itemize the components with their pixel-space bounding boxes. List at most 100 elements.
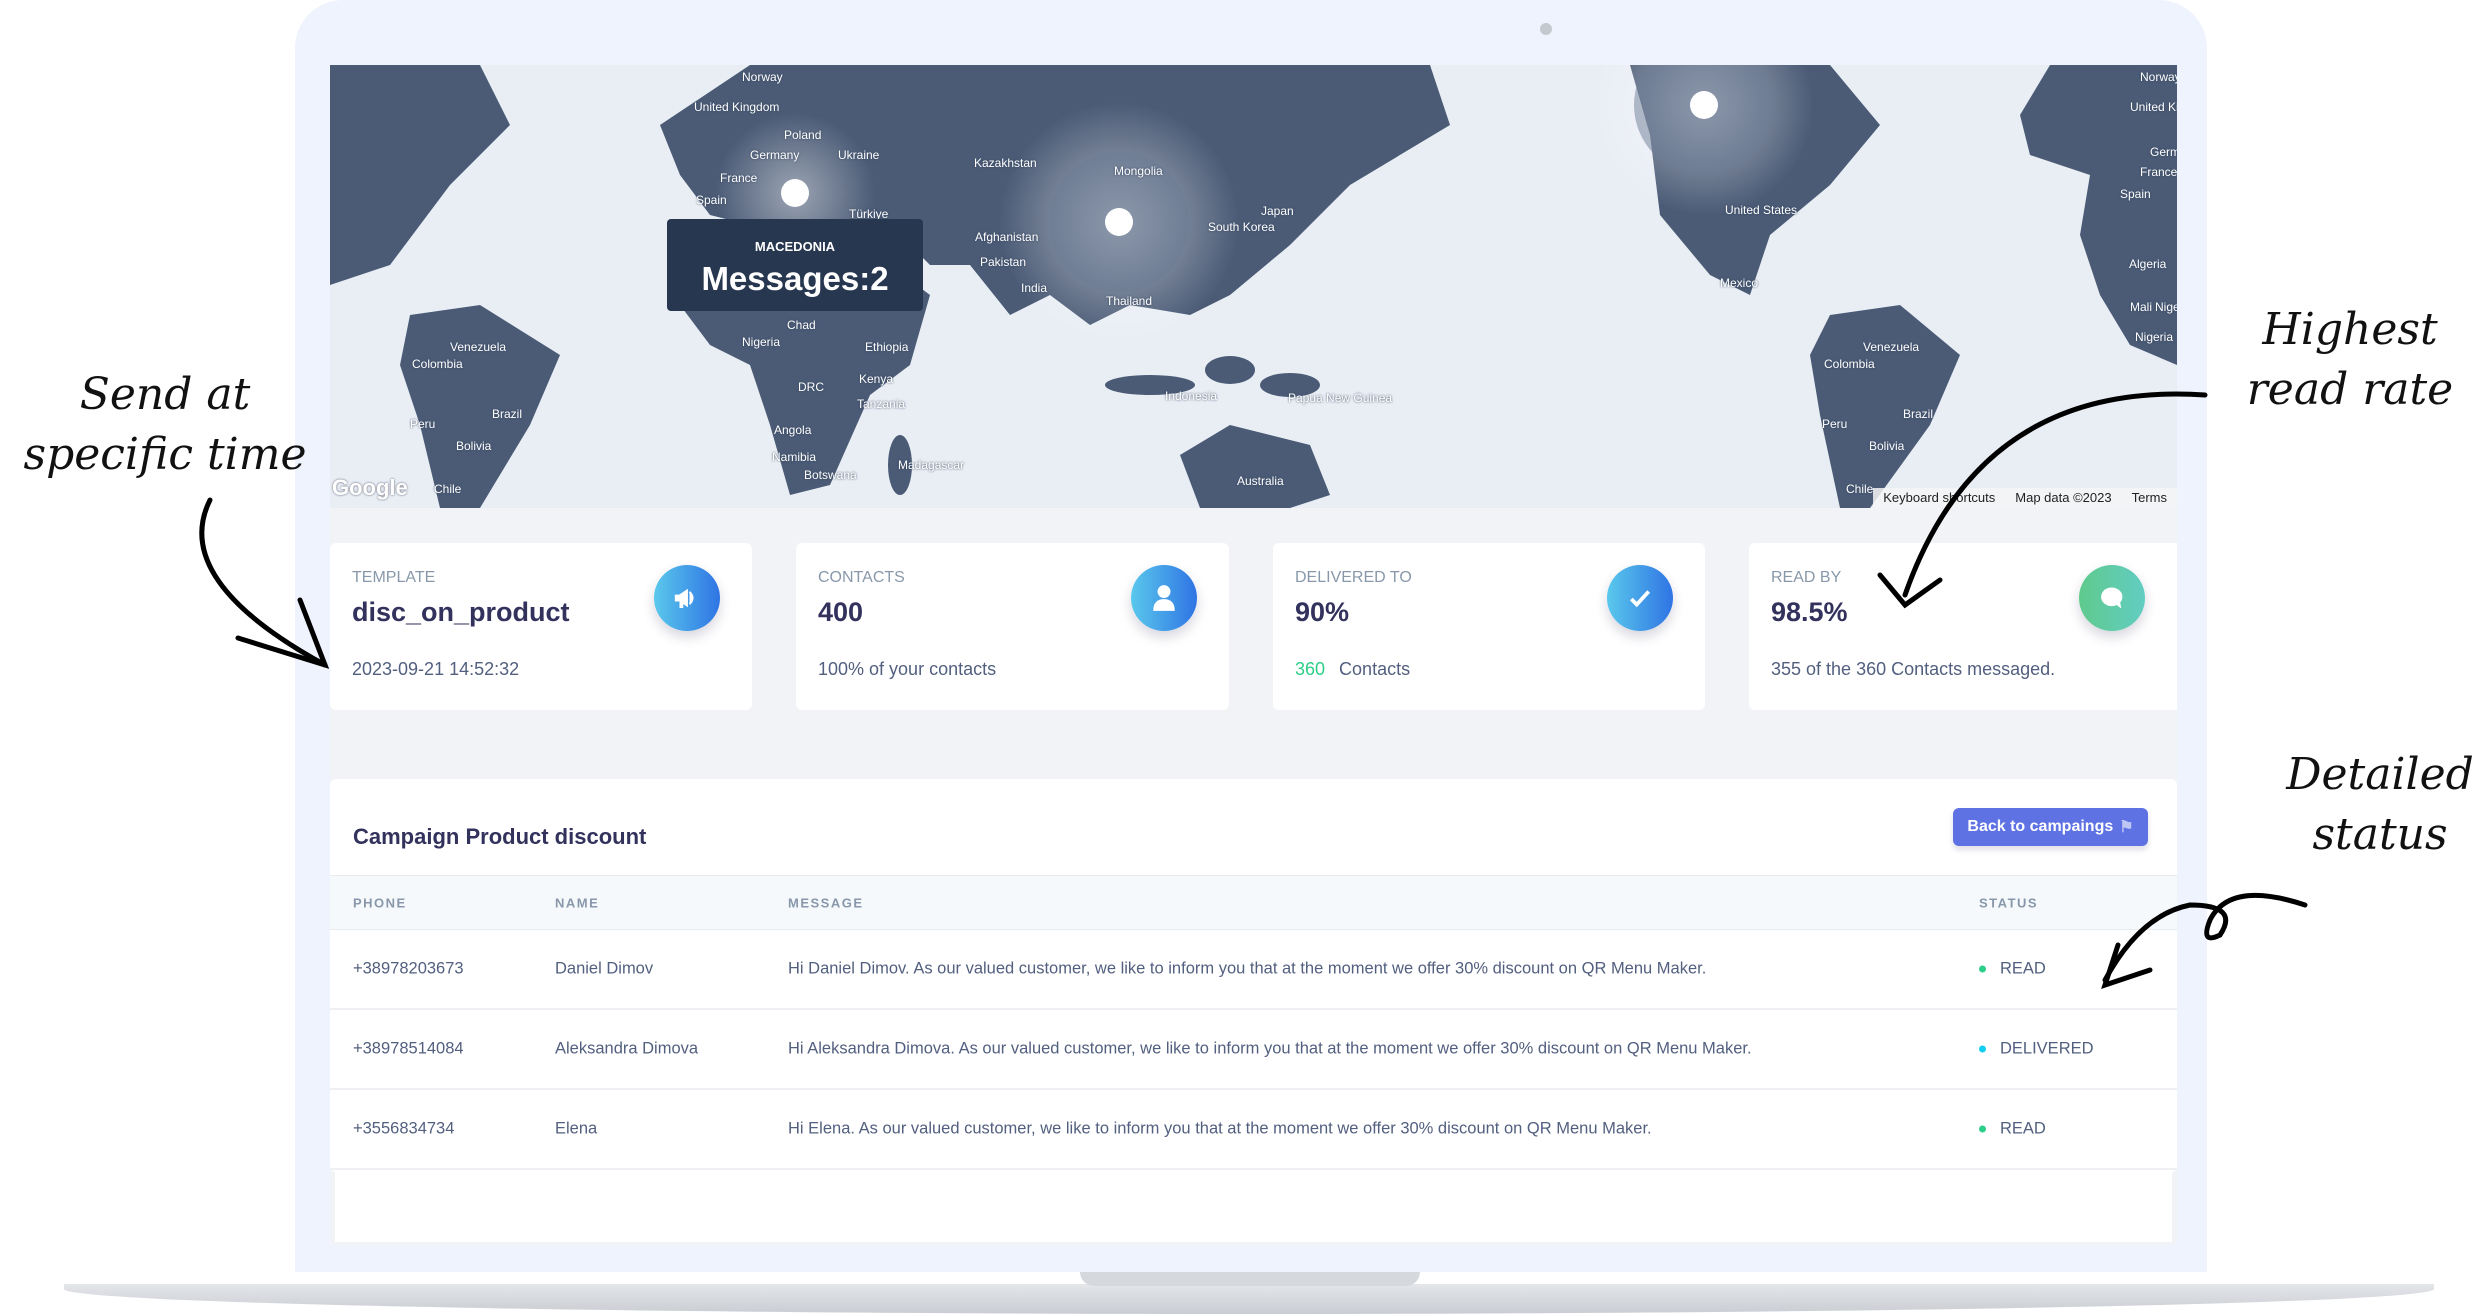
map-country-label: Spain [696, 193, 727, 207]
map-country-label: Mali [2130, 300, 2153, 314]
map-marker-canada [1690, 91, 1718, 119]
map-country-label: Norway [742, 70, 783, 84]
map-country-label: Afghanistan [975, 230, 1039, 244]
map-country-label: Mexico [1720, 276, 1759, 290]
terms-link[interactable]: Terms [2121, 488, 2177, 508]
phone-cell: +38978203673 [353, 959, 464, 978]
world-map[interactable]: Norway United Kingdom Poland Germany Ukraine… [330, 65, 2177, 508]
card-title: READ BY [1771, 569, 1842, 586]
map-marker-macedonia [781, 179, 809, 207]
map-country-label: United Kingdom [694, 100, 780, 114]
map-country-label: Peru [410, 417, 436, 431]
status-dot [1979, 1125, 1986, 1133]
map-country-label: Colombia [1824, 357, 1875, 371]
back-to-campaigns-button[interactable]: Back to campaings ⚑ [1953, 808, 2148, 846]
arrowhead [1877, 572, 1943, 609]
arrowhead [235, 597, 330, 669]
map-country-label: Brazil [1903, 407, 1934, 421]
arrow-status [2102, 892, 2308, 983]
back-button-label: Back to campaings [1967, 818, 2114, 835]
table-row: +3556834734 Elena Hi Elena. As our value… [330, 1090, 2177, 1170]
map-country-label: Kenya [859, 372, 894, 386]
megaphone-icon: ⚑ [2119, 819, 2134, 836]
campaign-table-card: Campaign Product discount Back to campai… [330, 779, 2177, 1172]
status-text: READ [2000, 959, 2046, 978]
card-title: TEMPLATE [352, 569, 436, 586]
footer-area [335, 1172, 2172, 1242]
map-country-label: Venezuela [450, 340, 507, 354]
delivered-count: 360 [1295, 659, 1326, 679]
card-title: DELIVERED TO [1295, 569, 1412, 586]
column-status: STATUS [1979, 895, 2039, 910]
keyboard-shortcuts-link[interactable]: Keyboard shortcuts [1873, 488, 2006, 508]
map-country-label: India [1021, 281, 1048, 295]
campaign-title: Campaign Product discount [353, 824, 647, 849]
tooltip-value: Messages:2 [701, 260, 889, 297]
map-country-label: Brazil [492, 407, 523, 421]
map-country-label: France [2140, 165, 2177, 179]
contacts-card: CONTACTS 400 100% of your contacts [796, 543, 1229, 710]
card-value: disc_on_product [352, 597, 570, 627]
message-cell: Hi Aleksandra Dimova. As our valued cust… [788, 1039, 1752, 1058]
status-dot [1979, 1045, 1986, 1053]
chat-bubble-icon [2079, 565, 2145, 631]
map-country-label: Ukraine [838, 148, 880, 162]
column-name: NAME [555, 895, 600, 910]
card-value: 98.5% [1771, 597, 1848, 627]
card-value: 400 [818, 597, 864, 627]
card-value: 90% [1295, 597, 1350, 627]
status-text: READ [2000, 1119, 2046, 1138]
map-tooltip: MACEDONIA Messages:2 [667, 219, 923, 311]
table-row: +38978203673 Daniel Dimov Hi Daniel Dimo… [330, 930, 2177, 1010]
map-marker-china [1105, 208, 1133, 236]
status-badge: DELIVERED [1979, 1040, 2094, 1059]
message-cell: Hi Daniel Dimov. As our valued customer,… [788, 959, 1707, 978]
map-country-label: Angola [774, 423, 812, 437]
map-country-label: United Kingdom [2130, 100, 2177, 114]
card-footer: 360 Contacts [1295, 659, 1410, 680]
phone-cell: +3556834734 [353, 1119, 455, 1138]
map-country-label: Pakistan [980, 255, 1027, 269]
google-logo: Google [332, 475, 408, 500]
map-country-label: Japan [1261, 204, 1294, 218]
delivered-card: DELIVERED TO 90% 360 Contacts [1273, 543, 1705, 710]
read-by-card: READ BY 98.5% 355 of the 360 Contacts me… [1749, 543, 2177, 710]
map-country-label: DRC [798, 380, 824, 394]
map-country-label: Namibia [772, 450, 817, 464]
map-country-label: Chile [1846, 482, 1874, 496]
column-message: MESSAGE [788, 895, 864, 910]
delivered-label: Contacts [1339, 659, 1411, 679]
map-country-label: Madagascar [898, 458, 965, 472]
map-country-label: Tanzania [857, 397, 906, 411]
name-cell: Daniel Dimov [555, 959, 654, 978]
map-country-label: Norway [2140, 70, 2177, 84]
map-country-label: Bolivia [1869, 439, 1905, 453]
map-country-label: France [720, 171, 758, 185]
arrow-read-rate [1902, 391, 2208, 598]
map-country-label: Germany [750, 148, 800, 162]
phone-cell: +38978514084 [353, 1039, 464, 1058]
message-cell: Hi Elena. As our valued customer, we lik… [788, 1119, 1652, 1138]
annotation-read-rate: Highest read rate [2246, 304, 2454, 415]
map-country-label: United States [1725, 203, 1798, 217]
map-country-label: Nigeria [742, 335, 781, 349]
check-icon [1607, 565, 1673, 631]
map-data-text: Map data ©2023 [2005, 488, 2122, 508]
status-dot [1979, 965, 1986, 973]
map-country-label: Papua New Guinea [1288, 391, 1393, 405]
user-icon [1131, 565, 1197, 631]
map-country-label: Mongolia [1114, 164, 1163, 178]
map-country-label: Germany [2150, 145, 2177, 159]
table-row: +38978514084 Aleksandra Dimova Hi Aleksa… [330, 1010, 2177, 1090]
map-country-label: Botswana [804, 468, 857, 482]
card-footer: 100% of your contacts [818, 659, 997, 679]
map-country-label: Niger [2155, 300, 2177, 314]
status-text: DELIVERED [2000, 1039, 2094, 1058]
map-country-label: Venezuela [1863, 340, 1920, 354]
map-country-label: Thailand [1106, 294, 1153, 308]
map-country-label: Chad [787, 318, 816, 332]
card-footer: 355 of the 360 Contacts messaged. [1771, 659, 2056, 679]
card-title: CONTACTS [818, 569, 905, 586]
screen: Norway United Kingdom Poland Germany Ukraine… [330, 65, 2177, 1245]
map-country-label: Australia [1237, 474, 1284, 488]
